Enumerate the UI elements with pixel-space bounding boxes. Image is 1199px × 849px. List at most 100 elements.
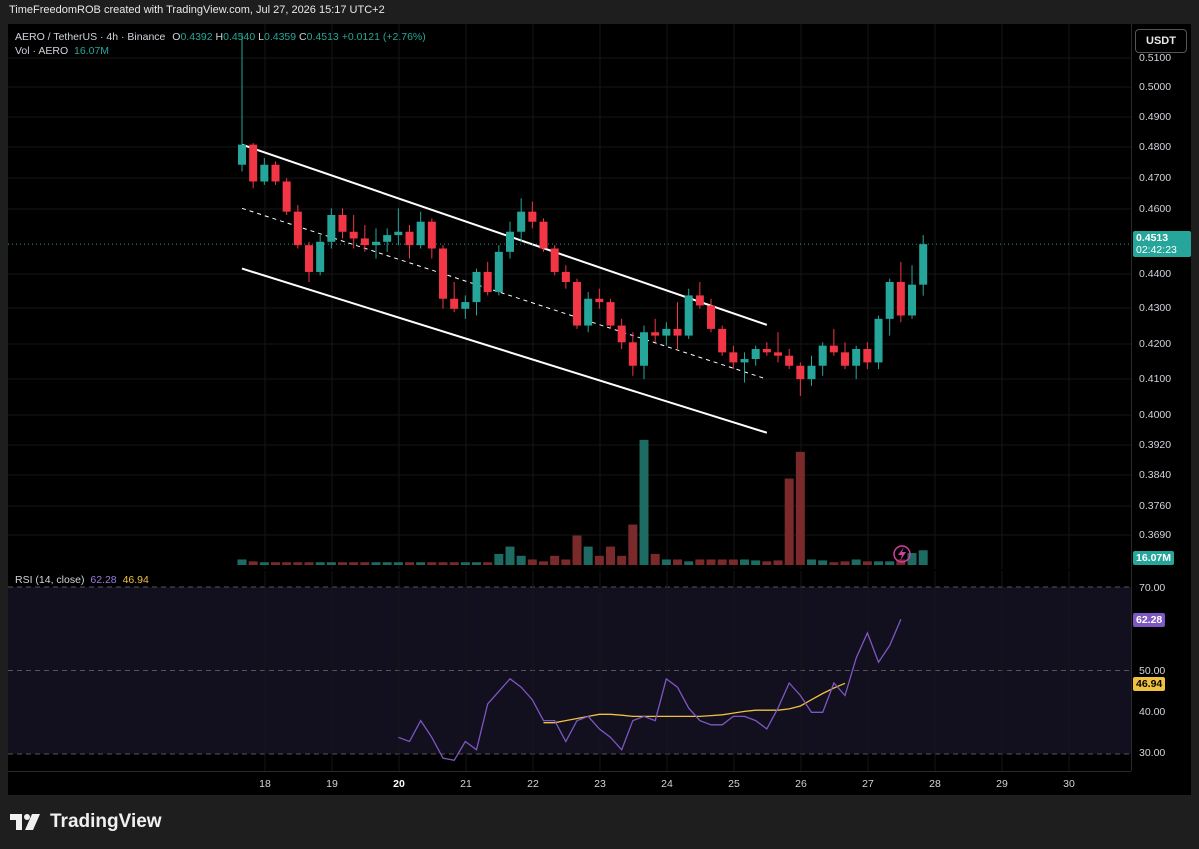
candle-body: [293, 211, 302, 246]
rsi-chart[interactable]: [8, 571, 1131, 771]
price-tick: 0.4800: [1139, 141, 1172, 153]
candle-body: [249, 144, 258, 182]
volume-bar: [527, 559, 537, 565]
volume-label[interactable]: Vol · AERO: [15, 45, 69, 57]
time-tick: 28: [929, 778, 941, 790]
volume-bar: [907, 553, 917, 565]
volume-bar: [494, 553, 504, 565]
volume-bar: [583, 546, 593, 565]
volume-bar: [416, 562, 426, 565]
rsi-label[interactable]: RSI (14, close): [15, 574, 85, 586]
time-tick: 18: [259, 778, 271, 790]
time-axis[interactable]: [8, 771, 1131, 796]
price-tick: 0.3690: [1139, 529, 1172, 541]
candle-body: [628, 342, 637, 366]
candle-body: [427, 221, 436, 249]
alert-icon-ring: [893, 545, 911, 563]
symbol-legend: AERO / TetherUS · 4h · Binance O0.4392 H…: [15, 31, 426, 43]
time-tick: 23: [594, 778, 606, 790]
volume-bar: [460, 562, 470, 565]
price-tick: 0.3760: [1139, 500, 1172, 512]
chart-attribution: TimeFreedomROB created with TradingView.…: [9, 4, 385, 16]
candle-body: [517, 211, 526, 232]
candle-body: [472, 271, 481, 303]
candle-body: [829, 345, 838, 353]
price-tick: 0.4100: [1139, 373, 1172, 385]
candle-body: [260, 164, 269, 182]
volume-bar: [427, 562, 437, 565]
candle-body: [372, 241, 381, 246]
volume-bar: [271, 562, 281, 565]
open-value: 0.4392: [180, 31, 213, 43]
volume-bar: [259, 562, 269, 565]
candle-body: [483, 271, 492, 293]
volume-bar: [885, 561, 895, 565]
volume-bar: [550, 555, 560, 565]
candle-body: [561, 271, 570, 282]
volume-legend: Vol · AERO 16.07M: [15, 45, 109, 57]
candle-body: [785, 355, 794, 366]
price-tick: 0.4300: [1139, 302, 1172, 314]
candle-body: [617, 325, 626, 343]
candle-body: [718, 328, 727, 353]
volume-bar: [304, 562, 314, 565]
volume-bar: [807, 559, 817, 565]
volume-bar: [371, 562, 381, 565]
candle-body: [908, 284, 917, 316]
candle-body: [271, 164, 280, 182]
volume-bar: [606, 546, 616, 565]
time-tick: 29: [996, 778, 1008, 790]
time-tick: 24: [661, 778, 673, 790]
rsi-ma-badge: 46.94: [1133, 677, 1166, 691]
price-tick: 0.3840: [1139, 469, 1172, 481]
candle-body: [841, 352, 850, 366]
currency-button[interactable]: USDT: [1135, 29, 1187, 53]
volume-bar: [237, 559, 247, 565]
time-tick: 26: [795, 778, 807, 790]
candle-body: [896, 282, 905, 316]
volume-bar: [405, 562, 415, 565]
candle-body: [494, 251, 503, 293]
price-axis[interactable]: [1131, 24, 1192, 771]
volume-bar: [784, 478, 794, 565]
symbol-name[interactable]: AERO / TetherUS · 4h · Binance: [15, 31, 166, 43]
volume-bar: [717, 559, 727, 565]
candle-body: [885, 282, 894, 319]
rsi-line: [398, 618, 902, 762]
candle-body: [439, 248, 448, 299]
channel-upper-line: [241, 143, 768, 326]
volume-bar: [773, 560, 783, 565]
tradingview-brand-text: TradingView: [50, 811, 162, 832]
candle-body: [584, 298, 593, 326]
candle-body: [640, 332, 649, 366]
rsi-tick: 50.00: [1139, 665, 1166, 677]
time-tick: 30: [1063, 778, 1075, 790]
candle-body: [316, 241, 325, 272]
volume-badge: 16.07M: [1133, 551, 1175, 565]
price-pane[interactable]: [8, 24, 1131, 569]
volume-bar: [795, 451, 805, 565]
rsi-pane[interactable]: [8, 571, 1131, 771]
price-tick: 0.4600: [1139, 203, 1172, 215]
volume-bar: [561, 559, 571, 565]
volume-bar: [438, 562, 448, 565]
price-tick: 0.5000: [1139, 81, 1172, 93]
price-tick: 0.4700: [1139, 172, 1172, 184]
volume-bar: [918, 550, 928, 565]
candle-body: [684, 295, 693, 336]
time-tick: 21: [460, 778, 472, 790]
volume-bar: [862, 561, 872, 565]
candle-body: [327, 215, 336, 242]
volume-bar: [293, 562, 303, 565]
volume-bar: [349, 562, 359, 565]
candle-body: [774, 352, 783, 356]
candle-body: [762, 349, 771, 353]
candle-body: [863, 349, 872, 363]
rsi-value: 62.28: [90, 574, 117, 586]
volume-bar: [818, 560, 828, 565]
volume-bar: [326, 562, 336, 565]
change-value: +0.0121 (+2.76%): [341, 31, 426, 43]
candle-body: [550, 248, 559, 272]
candle-body: [852, 349, 861, 366]
price-chart[interactable]: [8, 24, 1131, 569]
